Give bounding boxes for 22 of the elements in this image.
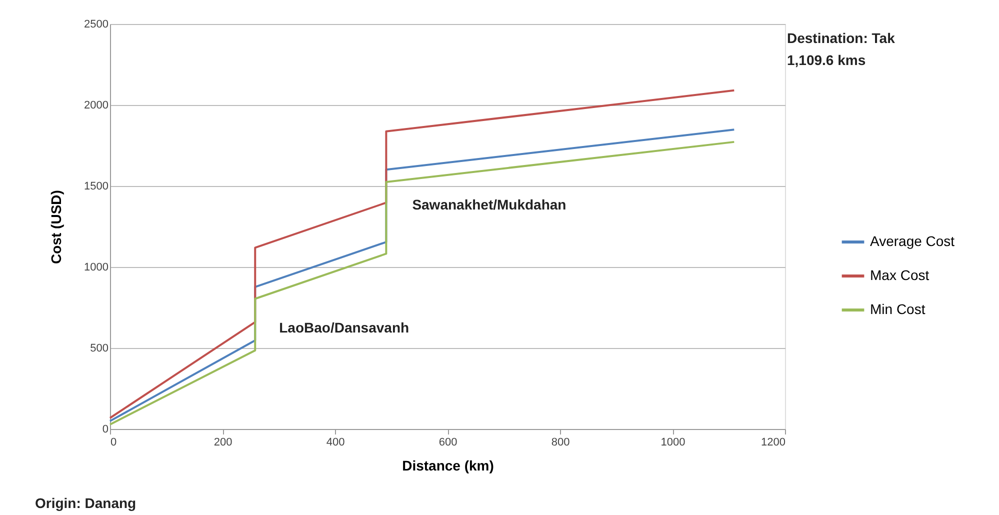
legend-label: Min Cost [870,301,926,317]
y-axis-title: Cost (USD) [48,190,64,264]
x-tick-label: 600 [438,436,458,448]
text: Destination: Tak 1,109.6 kms [787,30,896,68]
y-tick-label: 500 [90,342,108,354]
y-tick-label: 1000 [84,262,108,274]
text: Origin: Danang [35,495,136,511]
x-tick-label: 400 [326,436,345,448]
y-tick-label: 2000 [84,100,108,112]
x-tick-label: 0 [110,436,117,448]
x-tick-label: 1200 [761,436,786,448]
x-tick-label: 1000 [660,436,686,448]
x-axis-title: Distance (km) [402,458,494,474]
x-tick-label: 800 [551,436,570,448]
legend-label: Max Cost [870,267,930,283]
y-tick-label: 2500 [84,18,108,30]
y-tick-label: 1500 [84,180,108,192]
x-tick-label: 200 [214,436,232,448]
legend-label: Average Cost [870,233,955,249]
annotation: LaoBao/Dansavanh [279,320,410,336]
y-tick-label: 0 [102,424,108,436]
annotation: Sawanakhet/Mukdahan [412,196,566,212]
